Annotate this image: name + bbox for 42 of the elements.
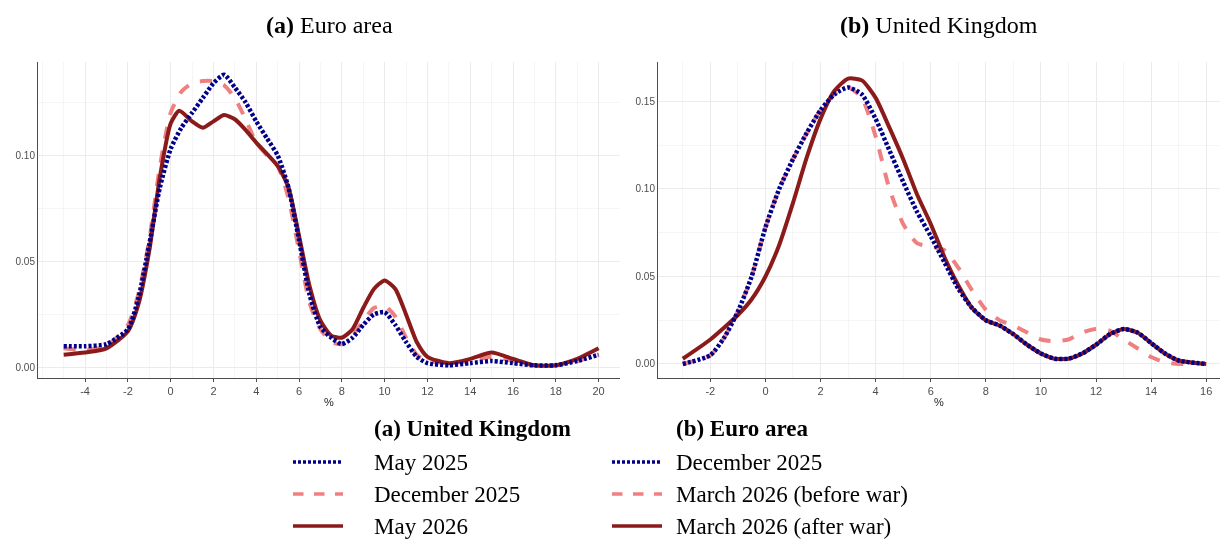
legend-label: December 2025 (374, 482, 521, 507)
legend-label: May 2025 (374, 450, 468, 475)
y-tick-label: 0.05 (635, 270, 656, 282)
x-axis-title: % (324, 396, 335, 409)
legend-label: March 2026 (before war) (676, 482, 908, 507)
x-tick-label: 14 (1145, 385, 1158, 398)
x-axis-title: % (934, 396, 945, 409)
x-tick-label: 14 (464, 385, 477, 398)
y-tick-label: 0.05 (15, 255, 36, 267)
x-tick-label: 0 (167, 385, 174, 398)
x-tick-label: 8 (338, 385, 345, 398)
x-tick-label: 16 (1200, 385, 1213, 398)
x-tick-label: 10 (1034, 385, 1048, 398)
x-tick-label: 12 (1089, 385, 1103, 398)
y-tick-label: 0.15 (635, 95, 656, 107)
legend-label: December 2025 (676, 450, 823, 475)
x-tick-label: 8 (982, 385, 989, 398)
legend-title: (a) United Kingdom (374, 416, 571, 441)
legend-title: (b) Euro area (676, 416, 809, 441)
x-tick-label: 20 (592, 385, 605, 398)
y-tick-label: 0.10 (635, 183, 656, 195)
y-tick-label: 0.00 (15, 361, 36, 373)
x-tick-label: 6 (295, 385, 303, 398)
y-tick-label: 0.10 (15, 149, 36, 161)
x-tick-label: 0 (762, 385, 769, 398)
x-tick-label: 4 (253, 385, 260, 398)
x-tick-label: 2 (210, 385, 217, 398)
chart-title: (a) Euro area (266, 12, 393, 38)
x-tick-label: 2 (817, 385, 824, 398)
x-tick-label: -4 (80, 385, 90, 398)
x-tick-label: 16 (506, 385, 520, 398)
x-tick-label: 18 (549, 385, 562, 398)
x-tick-label: -2 (122, 385, 133, 398)
x-tick-label: 6 (927, 385, 934, 398)
y-tick-label: 0.00 (635, 358, 656, 370)
chart-title: (b) United Kingdom (840, 12, 1038, 38)
x-tick-label: 12 (421, 385, 434, 398)
x-tick-label: 4 (872, 385, 879, 398)
x-tick-label: -2 (705, 385, 716, 398)
legend-label: March 2026 (after war) (676, 514, 892, 539)
legend-label: May 2026 (374, 514, 468, 539)
x-tick-label: 10 (378, 385, 391, 398)
